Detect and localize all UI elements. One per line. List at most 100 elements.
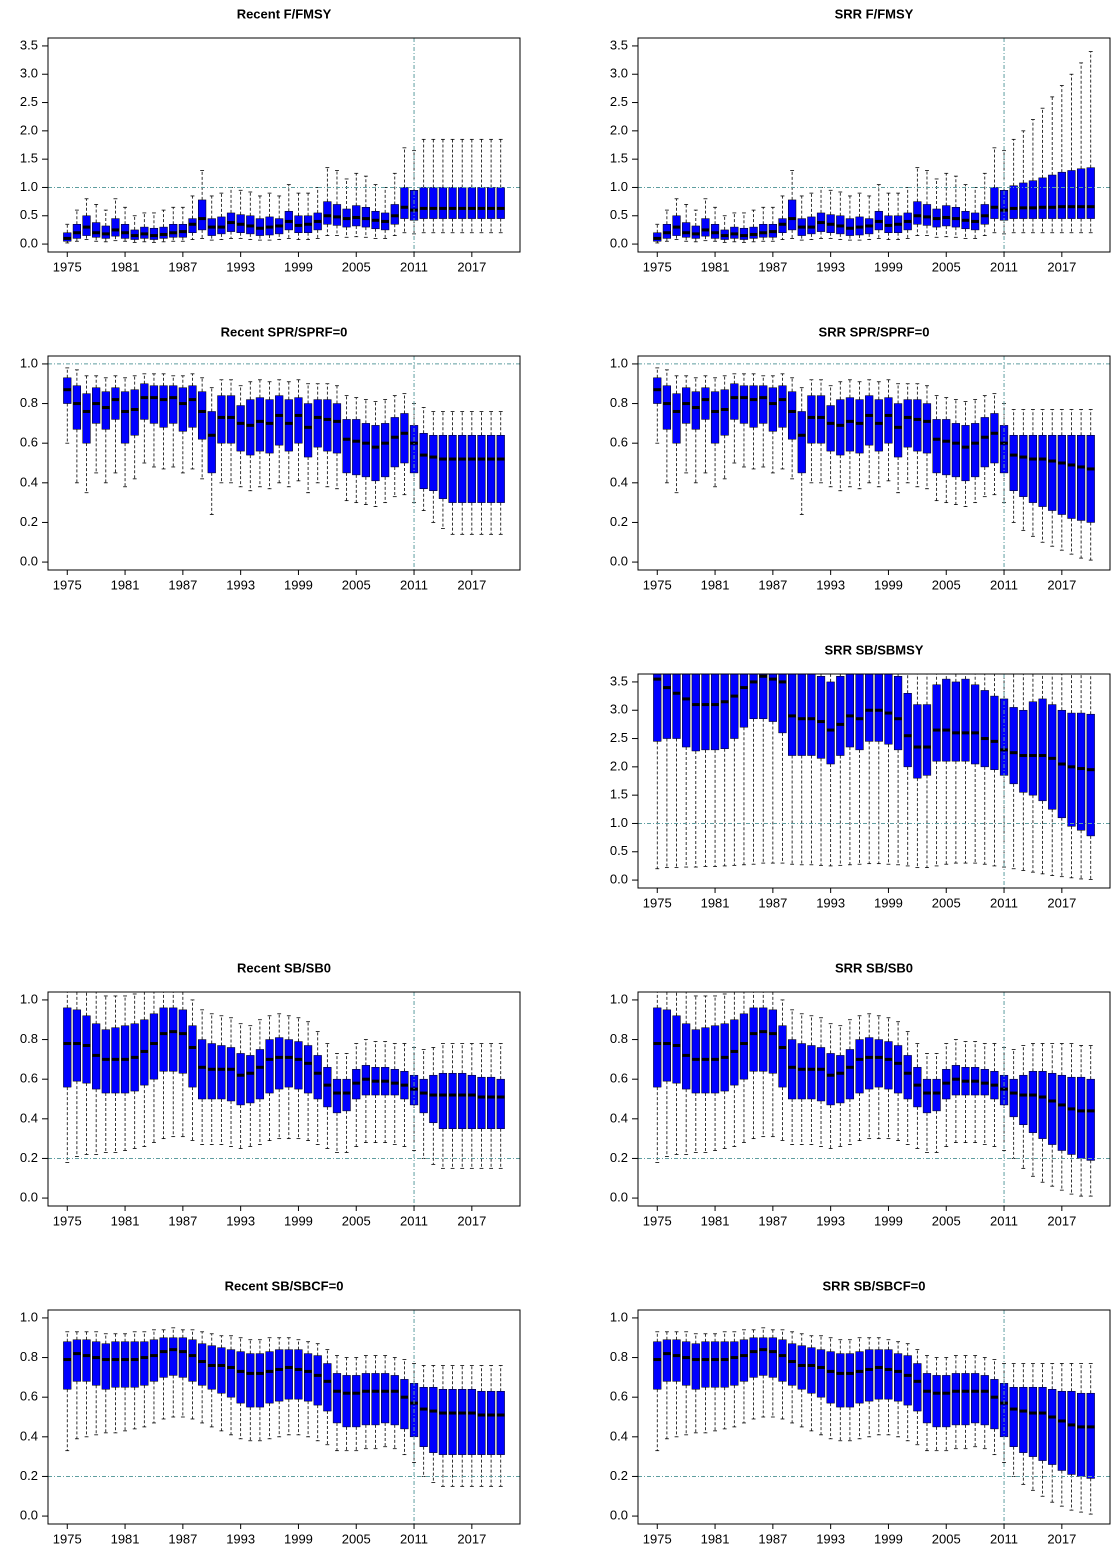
box xyxy=(1086,435,1095,523)
box xyxy=(255,397,265,452)
y-tick-label: 0.0 xyxy=(610,1190,628,1205)
x-tick-label: 1999 xyxy=(284,259,313,274)
y-tick-label: 0.6 xyxy=(20,1389,38,1404)
y-tick-label: 0.2 xyxy=(20,1150,38,1165)
box xyxy=(749,674,758,719)
box xyxy=(342,1375,351,1428)
box xyxy=(913,704,922,779)
x-tick-label: 2017 xyxy=(457,1213,486,1228)
box xyxy=(390,417,399,468)
box xyxy=(477,435,486,503)
x-tick-label: 1987 xyxy=(168,577,197,592)
box xyxy=(332,204,342,226)
box xyxy=(82,1339,91,1382)
y-tick-label: 0.5 xyxy=(610,207,628,222)
box xyxy=(313,399,322,448)
y-tick-label: 0.0 xyxy=(20,554,38,569)
box xyxy=(913,1363,922,1412)
x-tick-label: 1993 xyxy=(226,259,255,274)
box xyxy=(188,385,197,428)
panel-title: SRR SPR/SPRF=0 xyxy=(819,324,930,339)
box xyxy=(217,395,226,444)
box xyxy=(400,1379,409,1430)
box xyxy=(749,1007,758,1072)
box xyxy=(971,684,980,765)
box xyxy=(739,1013,749,1080)
box xyxy=(438,1072,448,1129)
y-tick-label: 3.5 xyxy=(610,37,628,52)
box xyxy=(749,226,758,239)
box xyxy=(1038,435,1047,507)
x-tick-label: 1981 xyxy=(701,895,730,910)
x-tick-label: 1993 xyxy=(226,577,255,592)
box xyxy=(226,395,236,444)
y-tick-label: 1.0 xyxy=(20,1309,38,1324)
box xyxy=(467,435,476,503)
box xyxy=(778,1339,787,1382)
panel-title: Recent F/FMSY xyxy=(237,6,332,21)
x-tick-label: 2005 xyxy=(932,1213,961,1228)
box xyxy=(198,391,207,440)
box xyxy=(710,391,720,444)
box xyxy=(1076,168,1086,219)
box xyxy=(332,1078,342,1114)
box xyxy=(662,1009,672,1082)
x-tick-label: 1981 xyxy=(701,259,730,274)
box xyxy=(371,1373,380,1426)
box xyxy=(275,395,284,446)
box xyxy=(855,1039,864,1094)
box xyxy=(788,391,797,440)
box xyxy=(845,674,855,748)
box xyxy=(739,1339,749,1382)
box xyxy=(169,1007,178,1072)
box xyxy=(496,435,505,503)
x-tick-label: 1975 xyxy=(643,1531,672,1546)
box xyxy=(942,678,951,762)
x-tick-label: 2017 xyxy=(1047,577,1076,592)
box xyxy=(390,1375,399,1426)
y-tick-label: 0.0 xyxy=(610,1508,628,1523)
box xyxy=(807,1045,816,1100)
x-tick-label: 1987 xyxy=(168,259,197,274)
y-tick-label: 2.0 xyxy=(610,758,628,773)
box xyxy=(1086,1078,1095,1161)
x-tick-label: 1987 xyxy=(758,1531,787,1546)
box xyxy=(961,678,970,762)
y-tick-label: 0.6 xyxy=(20,435,38,450)
box xyxy=(662,385,672,430)
y-tick-label: 2.0 xyxy=(610,122,628,137)
y-tick-label: 0.8 xyxy=(610,1031,628,1046)
y-tick-label: 1.0 xyxy=(610,1309,628,1324)
box xyxy=(739,674,749,728)
box xyxy=(826,1351,835,1404)
box xyxy=(922,1373,932,1424)
box xyxy=(701,674,710,751)
x-tick-label: 2017 xyxy=(457,1531,486,1546)
x-tick-label: 1999 xyxy=(284,1531,313,1546)
box xyxy=(255,1049,265,1100)
box xyxy=(1009,707,1018,785)
x-tick-label: 1993 xyxy=(816,259,845,274)
box xyxy=(246,399,255,456)
box xyxy=(429,187,438,219)
box xyxy=(961,1373,970,1426)
box xyxy=(101,1343,110,1390)
box xyxy=(438,1389,448,1455)
x-tick-label: 2011 xyxy=(990,1213,1018,1228)
y-tick-label: 0.8 xyxy=(610,1349,628,1364)
x-tick-label: 2005 xyxy=(342,1531,371,1546)
box xyxy=(111,218,120,237)
box xyxy=(932,1375,941,1428)
box xyxy=(922,1078,932,1114)
box xyxy=(874,399,883,452)
box xyxy=(807,216,816,235)
x-tick-label: 1999 xyxy=(284,1213,313,1228)
y-tick-label: 0.4 xyxy=(20,1428,38,1443)
box xyxy=(942,205,951,227)
box xyxy=(352,205,361,227)
box xyxy=(496,1078,505,1129)
box xyxy=(682,1341,691,1386)
box xyxy=(188,1025,197,1088)
box xyxy=(903,399,912,448)
box xyxy=(662,1339,672,1382)
